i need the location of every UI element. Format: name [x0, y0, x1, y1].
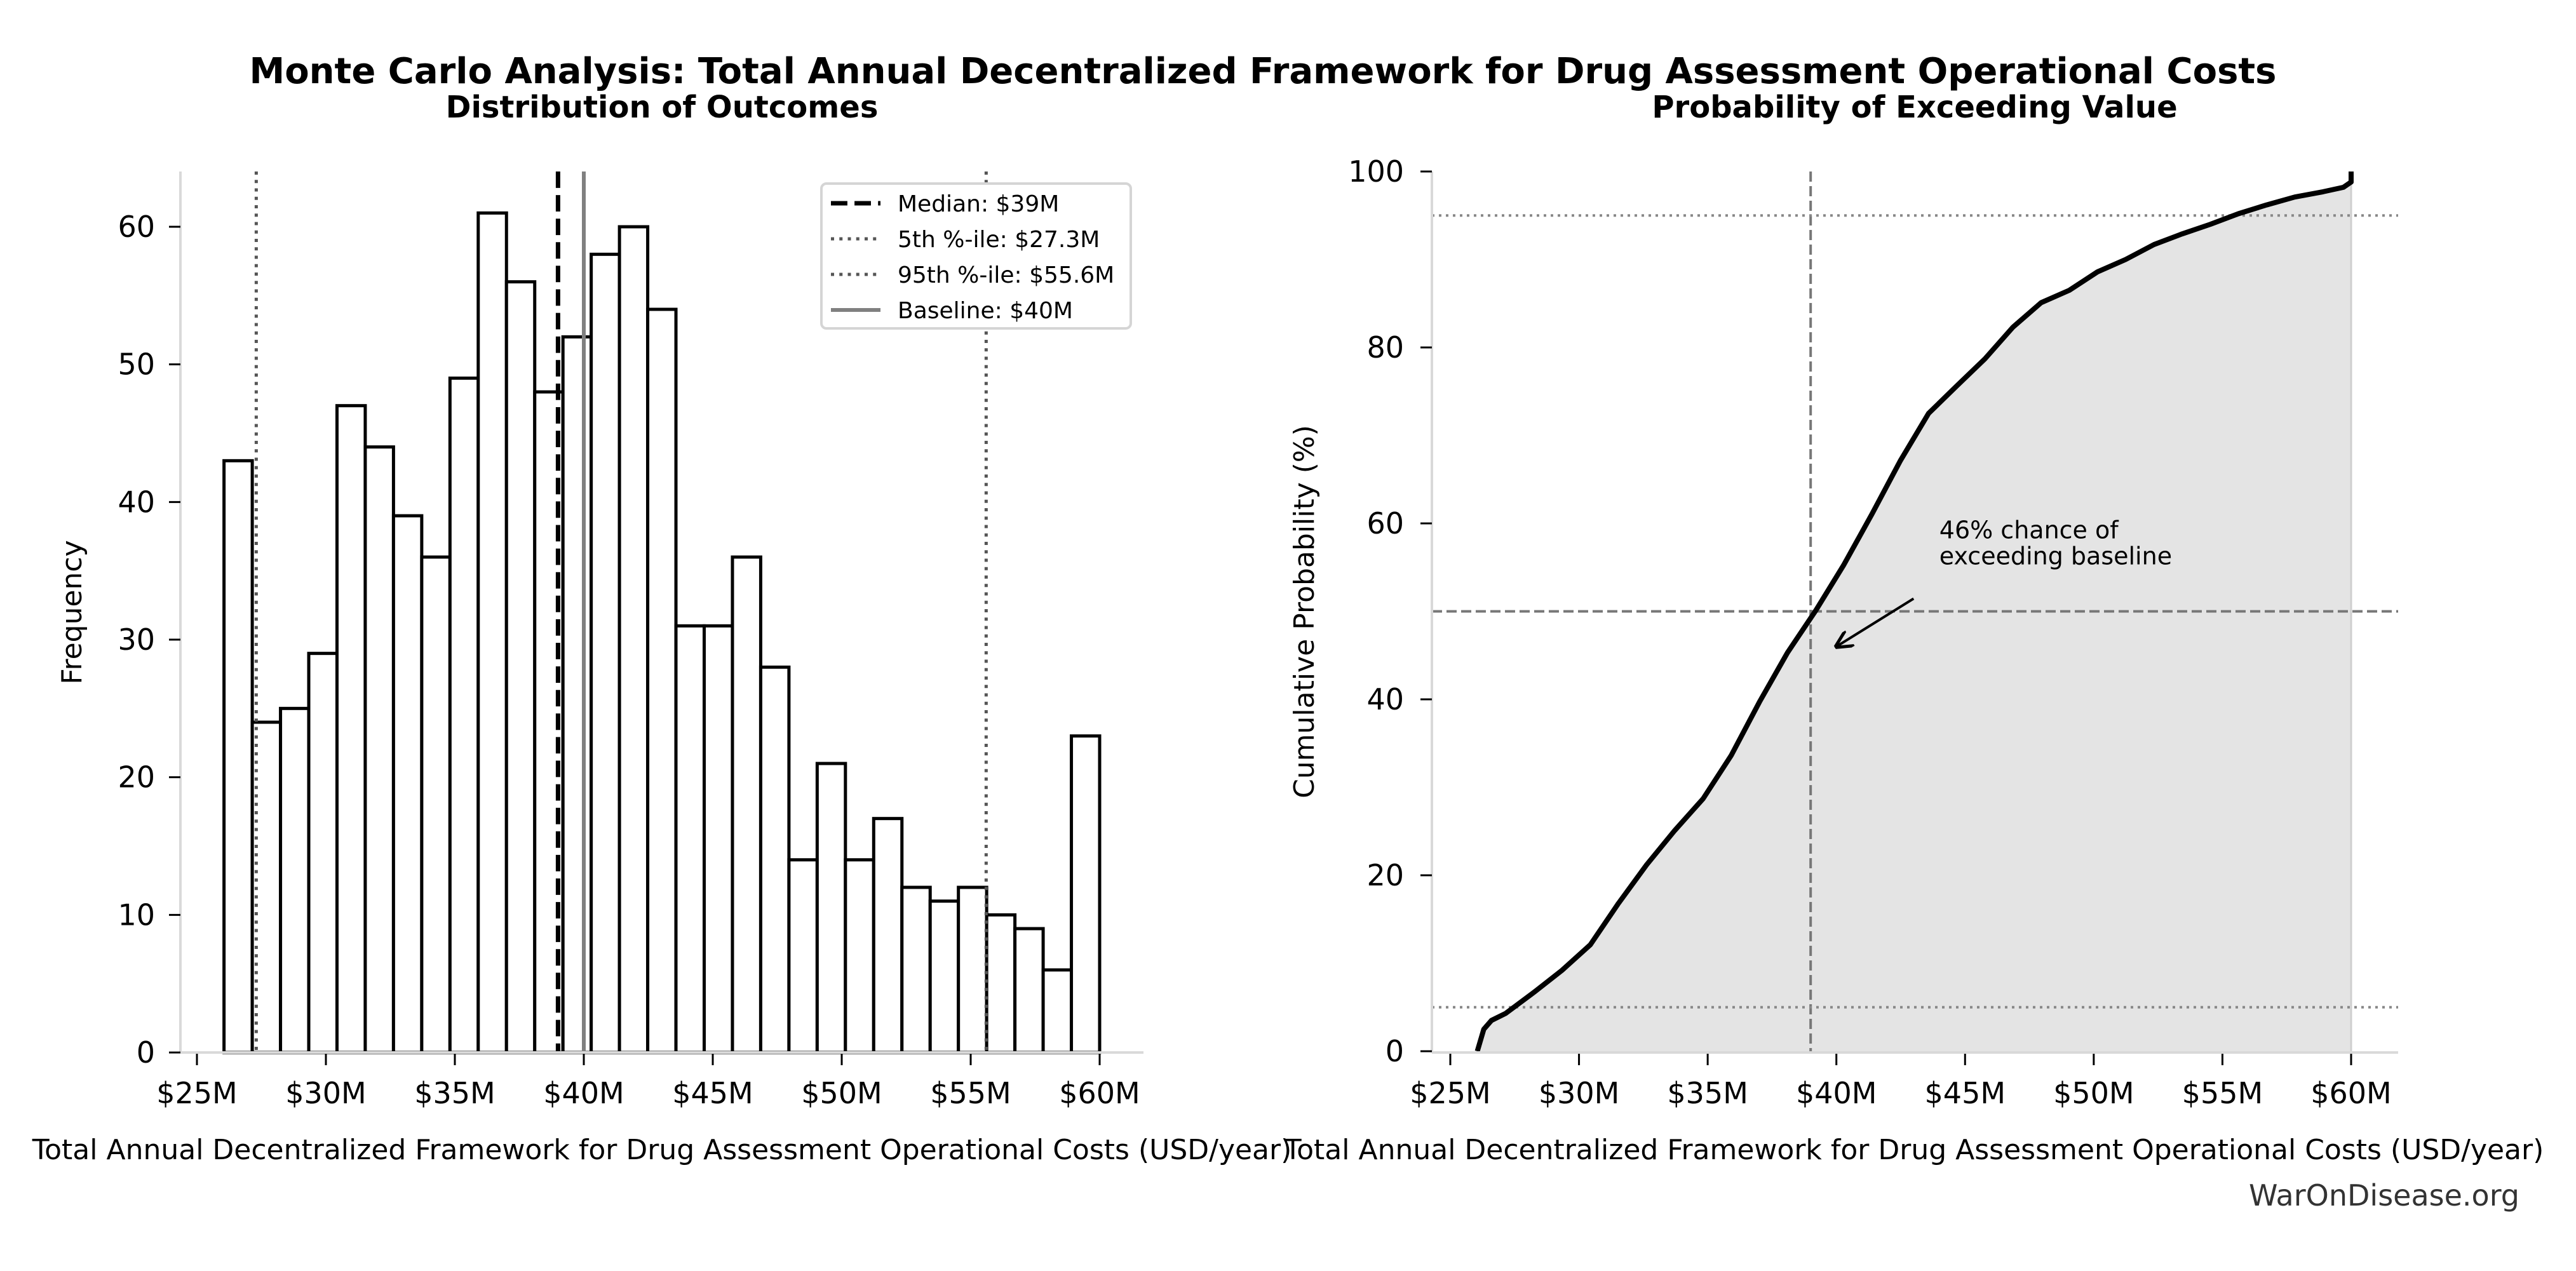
histogram-x-axis-label: Total Annual Decentralized Framework for…	[32, 1134, 1292, 1166]
histogram-bar	[703, 624, 734, 1054]
histogram-bar	[561, 335, 593, 1054]
y-tick-label: 20	[118, 760, 155, 795]
cdf-x-axis-label: Total Annual Decentralized Framework for…	[1284, 1134, 2544, 1166]
cdf-x-ticks: $25M $30M $35M $40M $45M $50M $55M $60M	[1410, 1054, 2392, 1110]
x-tick-label: $30M	[1539, 1076, 1620, 1110]
histogram-bar	[335, 404, 367, 1054]
y-tick-label: 30	[118, 622, 155, 657]
histogram-x-ticks: $25M $30M $35M $40M $45M $50M $55M $60M	[156, 1054, 1140, 1110]
histogram-bar	[957, 885, 988, 1054]
histogram-bar	[617, 225, 650, 1054]
y-tick-label: 10	[118, 898, 155, 932]
histogram-bar	[759, 665, 791, 1054]
histogram-bar	[674, 624, 706, 1054]
legend-label-median: Median: $39M	[898, 191, 1059, 217]
x-tick-label: $45M	[672, 1076, 753, 1110]
x-tick-label: $25M	[156, 1076, 238, 1110]
x-tick-label: $60M	[1059, 1076, 1140, 1110]
histogram-bar	[363, 445, 395, 1054]
histogram-bar	[222, 459, 254, 1054]
x-tick-label: $55M	[930, 1076, 1011, 1110]
cdf-annotation: 46% chance of exceeding baseline	[1837, 516, 2172, 647]
y-tick-label: 50	[118, 347, 155, 382]
x-tick-label: $50M	[2053, 1076, 2134, 1110]
cdf-line	[1474, 171, 2354, 1052]
histogram-bar	[900, 885, 932, 1054]
histogram-bar	[590, 252, 621, 1054]
cdf-y-axis-label: Cumulative Probability (%)	[1288, 425, 1321, 798]
histogram-bar	[928, 899, 961, 1054]
histogram-bar	[815, 762, 847, 1054]
histogram-bar	[1070, 734, 1102, 1054]
watermark: WarOnDisease.org	[2249, 1178, 2519, 1213]
cdf-panel: Probability of Exceeding Value 0 20 40 60 80…	[1284, 90, 2544, 1166]
y-tick-label: 80	[1366, 330, 1404, 365]
histogram-panel: Distribution of Outcomes 0 10 20 30 40 50 60 $…	[32, 90, 1292, 1166]
histogram-bar	[307, 652, 339, 1054]
y-tick-label: 40	[118, 485, 155, 519]
y-tick-label: 60	[1366, 506, 1404, 541]
histogram-bars	[222, 211, 1102, 1054]
histogram-bar	[646, 307, 678, 1054]
histogram-bar	[391, 514, 424, 1054]
histogram-bar	[985, 913, 1017, 1054]
x-tick-label: $55M	[2182, 1076, 2263, 1110]
x-tick-label: $40M	[1796, 1076, 1877, 1110]
legend-label-p95: 95th %-ile: $55.6M	[898, 262, 1114, 288]
annotation-text-line-1: 46% chance of	[1939, 516, 2119, 544]
y-tick-label: 20	[1366, 858, 1404, 892]
cdf-title: Probability of Exceeding Value	[1652, 90, 2177, 125]
figure-title: Monte Carlo Analysis: Total Annual Decen…	[249, 51, 2276, 92]
histogram-bar	[1013, 927, 1045, 1054]
histogram-bar	[420, 555, 452, 1054]
annotation-arrow	[1837, 597, 1915, 646]
x-tick-label: $35M	[1667, 1076, 1748, 1110]
x-tick-label: $50M	[801, 1076, 882, 1110]
legend-label-p5: 5th %-ile: $27.3M	[898, 227, 1100, 253]
legend-label-baseline: Baseline: $40M	[898, 298, 1073, 324]
annotation-text-line-2: exceeding baseline	[1939, 542, 2172, 570]
histogram-bar	[731, 555, 762, 1054]
cdf-y-ticks: 0 20 40 60 80 100	[1348, 154, 1432, 1068]
x-tick-label: $35M	[414, 1076, 496, 1110]
histogram-bar	[279, 706, 311, 1054]
histogram-bar	[872, 817, 904, 1054]
x-tick-label: $25M	[1410, 1076, 1491, 1110]
histogram-bar	[787, 858, 819, 1054]
cdf-reference-lines	[1432, 171, 2398, 1051]
y-tick-label: 60	[118, 210, 155, 244]
x-tick-label: $40M	[543, 1076, 624, 1110]
x-tick-label: $60M	[2310, 1076, 2392, 1110]
histogram-bar	[1041, 968, 1074, 1054]
histogram-legend: Median: $39M 5th %-ile: $27.3M 95th %-ile:…	[820, 182, 1132, 330]
y-tick-label: 0	[1386, 1034, 1404, 1068]
histogram-bar	[504, 280, 537, 1054]
histogram-bar	[476, 211, 508, 1054]
histogram-bar	[844, 858, 875, 1054]
y-tick-label: 100	[1348, 154, 1404, 189]
histogram-bar	[448, 376, 480, 1054]
histogram-y-axis-label: Frequency	[56, 540, 88, 684]
legend-box	[820, 182, 1132, 330]
histogram-reference-lines	[254, 171, 988, 1052]
x-tick-label: $30M	[285, 1076, 367, 1110]
histogram-title: Distribution of Outcomes	[446, 90, 879, 125]
histogram-y-ticks: 0 10 20 30 40 50 60	[118, 210, 180, 1070]
x-tick-label: $45M	[1925, 1076, 2006, 1110]
y-tick-label: 40	[1366, 682, 1404, 716]
y-tick-label: 0	[137, 1035, 155, 1070]
